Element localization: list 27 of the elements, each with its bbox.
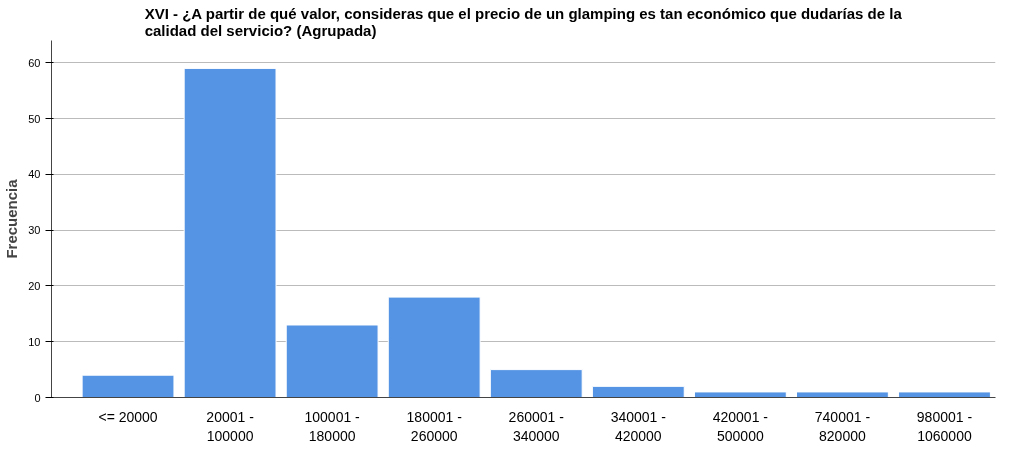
x-tick-label: 260001 - 340000 — [508, 408, 565, 444]
y-tick-label: 30 — [28, 224, 41, 237]
bar — [898, 391, 991, 398]
bar — [81, 374, 175, 398]
bar — [285, 324, 379, 398]
bar — [183, 67, 277, 398]
bar — [489, 369, 583, 398]
y-tick-label: 10 — [28, 335, 41, 348]
x-tick-label: 420001 - 500000 — [712, 408, 769, 444]
bar — [387, 296, 481, 398]
x-tick-label: 740001 - 820000 — [814, 408, 871, 444]
y-axis-title: Frecuencia — [3, 178, 21, 259]
y-tick-label: 50 — [28, 112, 41, 125]
bar — [693, 391, 787, 398]
x-tick-label: 180001 - 260000 — [406, 408, 463, 444]
x-tick-label: 980001 - 1060000 — [916, 408, 973, 444]
bar — [591, 385, 685, 398]
chart-title: XVI - ¿A partir de qué valor, consideras que el precio de un glamping es tan económico que dudarías de la calidad del servicio? (Agrupada) — [144, 4, 903, 39]
bar — [795, 391, 889, 398]
y-tick-label: 40 — [28, 168, 41, 181]
y-tick-label: 20 — [28, 279, 41, 292]
x-tick-label: 100001 - 180000 — [304, 408, 361, 444]
x-tick-label: 340001 - 420000 — [610, 408, 667, 444]
y-tick-label: 60 — [28, 56, 41, 69]
x-tick-label: <= 20000 — [98, 408, 158, 425]
y-tick-label: 0 — [34, 391, 41, 404]
x-tick-label: 20001 - 100000 — [206, 408, 255, 444]
